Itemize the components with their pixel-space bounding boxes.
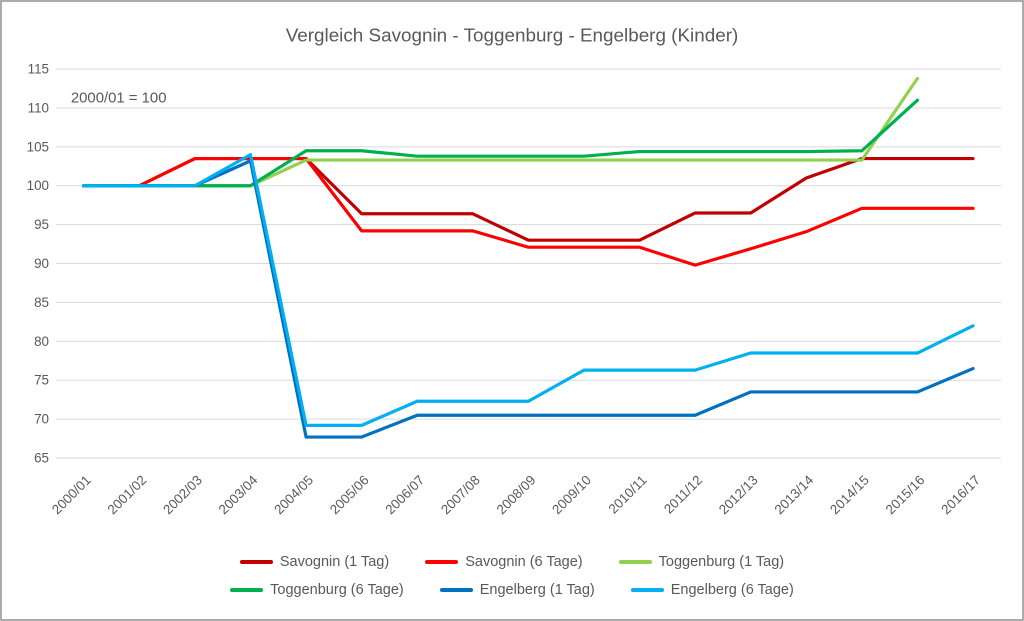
legend: Savognin (1 Tag) Savognin (6 Tage) Toggenb…: [2, 554, 1022, 598]
x-axis-label: 2005/06: [327, 472, 372, 517]
x-axis-label: 2016/17: [938, 472, 983, 517]
legend-item-savognin-6-tage: Savognin (6 Tage): [425, 554, 583, 570]
legend-swatch: [230, 588, 264, 592]
x-axis-label: 2001/02: [105, 472, 150, 517]
legend-item-engelberg-6-tage: Engelberg (6 Tage): [630, 582, 794, 598]
legend-label: Engelberg (6 Tage): [670, 582, 794, 598]
x-axis-label: 2008/09: [494, 472, 539, 517]
gridlines: [55, 68, 1001, 459]
legend-swatch: [618, 560, 652, 564]
y-axis-label: 65: [34, 451, 49, 466]
legend-label: Engelberg (1 Tag): [479, 582, 595, 598]
x-axis-label: 2006/07: [382, 472, 427, 517]
legend-swatch: [630, 588, 664, 592]
legend-row: Savognin (1 Tag) Savognin (6 Tage) Toggenb…: [239, 554, 785, 570]
legend-swatch: [425, 560, 459, 564]
y-axis-label: 100: [27, 178, 49, 193]
series-line-savognin-6-tage: [82, 156, 975, 267]
x-axis-label: 2014/15: [827, 472, 872, 517]
series-lines: [82, 76, 975, 439]
legend-label: Savognin (1 Tag): [279, 554, 390, 570]
legend-swatch: [439, 588, 473, 592]
chart-annotation: 2000/01 = 100: [71, 90, 167, 106]
y-axis-label: 75: [34, 373, 49, 388]
x-axis-label: 2002/03: [160, 472, 205, 517]
x-axis-label: 2003/04: [216, 472, 261, 517]
x-axis-labels: 2000/01 2001/02 2002/03 2003/04 2004/05 2005/…: [49, 472, 983, 517]
y-axis-label: 110: [28, 100, 49, 115]
y-axis-label: 115: [28, 62, 49, 77]
legend-item-toggenburg-6-tage: Toggenburg (6 Tage): [230, 582, 404, 598]
y-axis-label: 95: [34, 217, 49, 232]
x-axis-label: 2004/05: [271, 472, 316, 517]
legend-swatch: [239, 560, 273, 564]
x-axis-label: 2011/12: [661, 472, 705, 516]
chart-title: Vergleich Savognin - Toggenburg - Engelb…: [286, 25, 739, 46]
y-axis-label: 80: [34, 334, 49, 349]
y-axis-label: 85: [34, 295, 49, 310]
series-line-engelberg-6-tage: [82, 153, 975, 427]
y-axis-label: 90: [34, 256, 49, 271]
legend-item-engelberg-1-tag: Engelberg (1 Tag): [439, 582, 595, 598]
legend-label: Toggenburg (1 Tag): [658, 554, 785, 570]
series-line-engelberg-1-tag: [82, 159, 975, 439]
x-axis-label: 2012/13: [716, 472, 761, 517]
y-axis-labels: 65 70 75 80 85 90 95 100 105 110 115: [27, 62, 49, 466]
x-axis-label: 2009/10: [549, 472, 594, 517]
y-axis-label: 70: [34, 412, 49, 427]
series-line-toggenburg-1-tag: [82, 76, 920, 188]
y-axis-label: 105: [27, 139, 49, 154]
series-line-toggenburg-6-tage: [82, 98, 920, 188]
legend-row: Toggenburg (6 Tage) Engelberg (1 Tag) Enge…: [230, 582, 794, 598]
x-axis-label: 2015/16: [883, 472, 928, 517]
legend-label: Savognin (6 Tage): [465, 554, 583, 570]
x-axis-label: 2010/11: [605, 472, 649, 516]
x-axis-label: 2013/14: [771, 472, 816, 517]
legend-item-toggenburg-1-tag: Toggenburg (1 Tag): [618, 554, 785, 570]
x-axis-label: 2000/01: [49, 472, 94, 517]
series-line-savognin-1-tag: [82, 156, 975, 242]
x-axis-label: 2007/08: [438, 472, 483, 517]
legend-item-savognin-1-tag: Savognin (1 Tag): [239, 554, 390, 570]
legend-label: Toggenburg (6 Tage): [270, 582, 404, 598]
